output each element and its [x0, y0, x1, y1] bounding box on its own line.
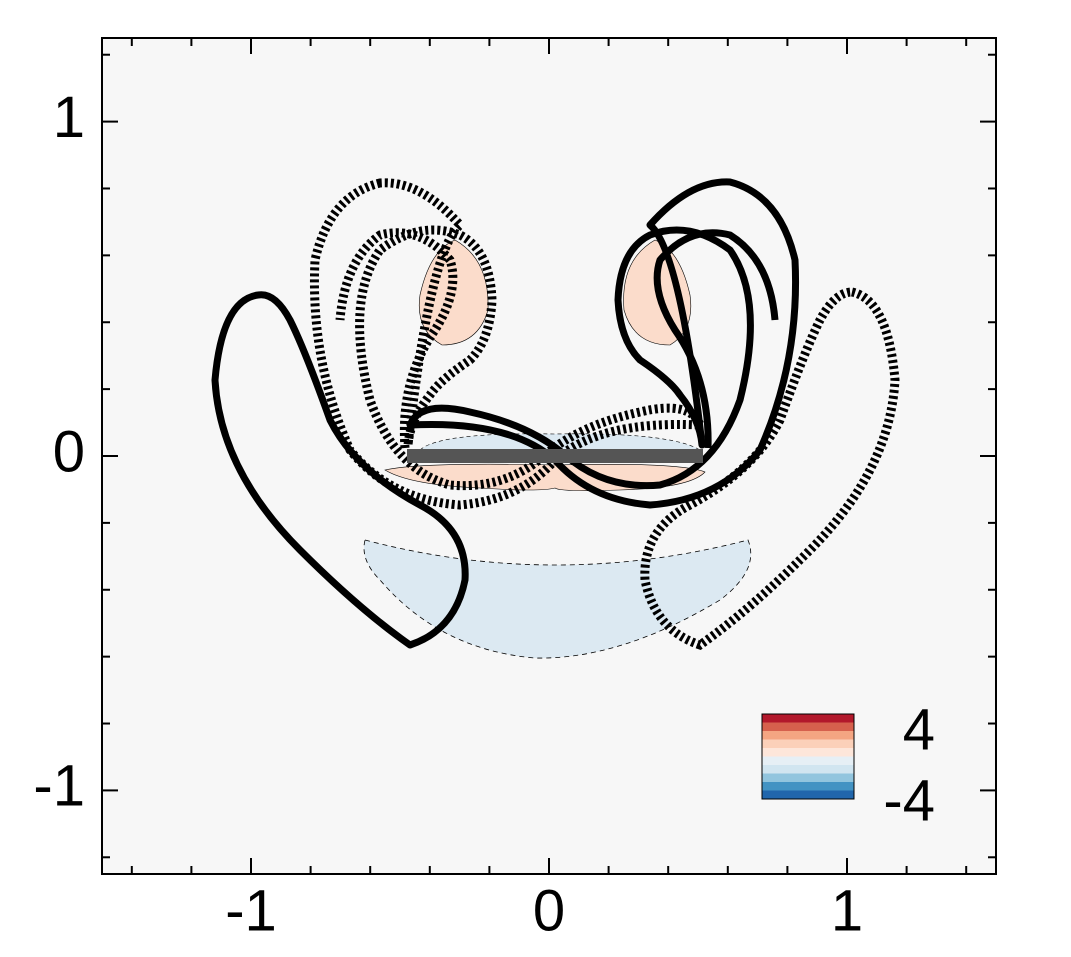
dashed-contour: [335, 228, 458, 449]
x-tick-label: 1: [831, 878, 863, 943]
colorbar-band: [762, 731, 854, 740]
colorbar-band: [762, 756, 854, 765]
colorbar-frame: [761, 713, 855, 800]
y-tick-label: -1: [33, 754, 85, 819]
colorbar-band: [762, 748, 854, 757]
colorbar-label: 4: [903, 697, 935, 762]
colorbar-band: [762, 782, 854, 791]
colorbar-band: [762, 765, 854, 774]
colorbar-band: [762, 722, 854, 731]
x-tick-label: 0: [533, 878, 565, 943]
contours: [211, 178, 900, 659]
colorbar-band: [762, 790, 854, 799]
dashed-contour: [640, 287, 900, 650]
dashed-contour: [309, 178, 707, 510]
solid-contour: [653, 229, 779, 449]
y-tick-label: 1: [53, 85, 85, 150]
colorbar-band: [762, 739, 854, 748]
solid-contour: [211, 291, 469, 649]
solid-contour: [406, 178, 800, 509]
colorbar-band: [762, 773, 854, 782]
colorbar-band: [762, 714, 854, 723]
plate: [407, 449, 703, 463]
y-tick-label: 0: [53, 419, 85, 484]
colorbar-label: -4: [883, 768, 935, 833]
plot-frame: [101, 37, 997, 875]
x-tick-label: -1: [225, 878, 277, 943]
